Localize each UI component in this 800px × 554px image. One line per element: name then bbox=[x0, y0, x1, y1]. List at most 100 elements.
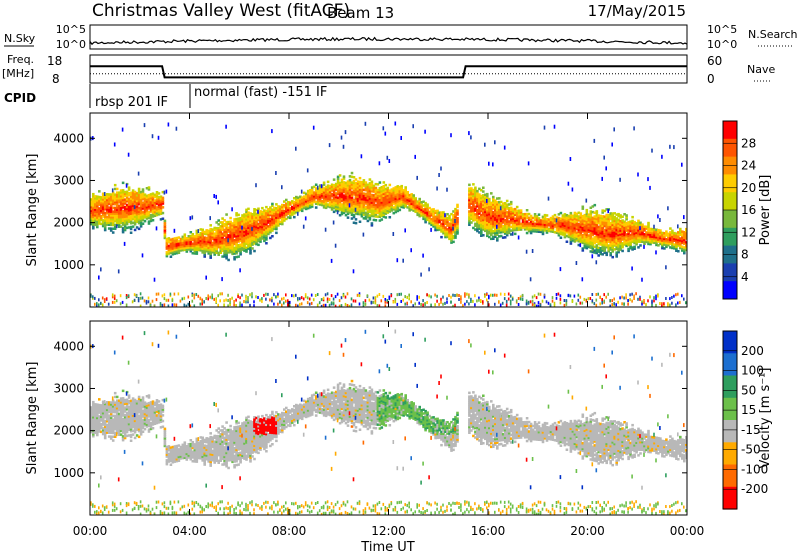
power-cell bbox=[125, 190, 129, 193]
power-cell bbox=[639, 236, 642, 240]
power-ground bbox=[486, 298, 488, 302]
power-cell bbox=[304, 194, 308, 197]
power-cell bbox=[135, 218, 139, 222]
velocity-cell bbox=[96, 416, 99, 420]
power-cell bbox=[601, 230, 604, 233]
power-cell bbox=[257, 230, 260, 233]
power-cell bbox=[281, 215, 284, 218]
power-scatter bbox=[452, 226, 454, 231]
power-cell bbox=[424, 203, 427, 207]
power-cell bbox=[135, 194, 139, 197]
power-cell bbox=[569, 229, 573, 232]
power-scatter bbox=[151, 134, 154, 139]
power-cell bbox=[235, 227, 238, 230]
power-scatter bbox=[115, 224, 118, 229]
power-cell bbox=[269, 227, 272, 230]
power-cell bbox=[412, 207, 415, 210]
power-cell bbox=[575, 225, 579, 229]
power-scatter bbox=[332, 220, 335, 225]
power-cell bbox=[527, 218, 531, 221]
power-scatter bbox=[412, 124, 414, 129]
power-cell bbox=[127, 197, 131, 201]
power-cell bbox=[221, 255, 224, 258]
power-cell bbox=[448, 224, 451, 227]
power-cell bbox=[595, 248, 599, 251]
power-cell bbox=[225, 257, 228, 260]
power-cell bbox=[629, 241, 632, 244]
power-cell bbox=[382, 194, 386, 197]
power-cell bbox=[478, 219, 481, 223]
velocity-cell bbox=[100, 430, 103, 434]
power-cell bbox=[490, 231, 493, 235]
power-cell bbox=[219, 238, 222, 241]
power-cell bbox=[579, 218, 583, 221]
power-cell bbox=[476, 208, 479, 212]
power-cell bbox=[159, 208, 163, 212]
power-ground bbox=[587, 297, 590, 301]
power-cell bbox=[440, 216, 443, 220]
power-ground bbox=[310, 293, 313, 297]
power-scatter bbox=[593, 138, 596, 143]
power-cell bbox=[468, 219, 471, 223]
power-cell bbox=[408, 207, 411, 210]
power-ground bbox=[155, 298, 158, 302]
power-cell bbox=[669, 231, 672, 234]
power-ground bbox=[535, 296, 538, 300]
power-cell bbox=[348, 184, 352, 188]
power-cell bbox=[482, 222, 485, 226]
power-cell bbox=[380, 201, 384, 204]
power-cell bbox=[386, 207, 390, 211]
power-cell bbox=[621, 236, 624, 239]
power-cell bbox=[492, 211, 495, 214]
power-ground bbox=[577, 298, 580, 302]
power-cell bbox=[452, 215, 455, 219]
power-cell bbox=[492, 229, 495, 233]
power-cell bbox=[521, 218, 525, 222]
power-scatter bbox=[511, 231, 514, 236]
power-cell bbox=[221, 243, 224, 247]
power-ground bbox=[631, 299, 633, 303]
power-cell bbox=[378, 211, 382, 215]
power-cell bbox=[474, 194, 477, 197]
power-cell bbox=[581, 205, 585, 208]
power-ground bbox=[111, 295, 114, 299]
power-cell bbox=[368, 216, 372, 219]
power-cell bbox=[328, 200, 332, 203]
power-cell bbox=[593, 230, 597, 233]
power-ground bbox=[197, 294, 200, 298]
power-cell bbox=[637, 219, 640, 223]
power-ground bbox=[259, 298, 261, 302]
power-cell bbox=[125, 211, 129, 214]
velocity-ground bbox=[90, 501, 92, 505]
power-cell bbox=[501, 206, 505, 209]
power-cell bbox=[426, 207, 429, 210]
power-cell bbox=[657, 244, 660, 247]
power-cell bbox=[498, 214, 501, 217]
power-cell bbox=[474, 216, 477, 220]
power-cell bbox=[308, 200, 312, 203]
power-cell bbox=[625, 242, 628, 246]
power-cell bbox=[444, 218, 447, 222]
power-cell bbox=[121, 204, 125, 207]
power-ground bbox=[255, 295, 257, 299]
power-cell bbox=[195, 244, 199, 248]
velocity-cell bbox=[92, 408, 95, 411]
power-cell bbox=[117, 216, 121, 219]
power-cell bbox=[149, 206, 153, 209]
power-cell bbox=[197, 241, 201, 244]
power-cell bbox=[498, 197, 501, 200]
power-cell bbox=[527, 224, 531, 227]
power-cell bbox=[621, 226, 624, 230]
velocity-cell bbox=[98, 426, 101, 429]
power-cell bbox=[579, 225, 583, 229]
power-cell bbox=[470, 221, 473, 224]
power-cell bbox=[338, 193, 342, 196]
power-cell bbox=[627, 221, 630, 224]
power-cell bbox=[217, 251, 220, 255]
power-cell bbox=[215, 236, 218, 239]
power-cell bbox=[157, 211, 161, 214]
power-cell bbox=[472, 194, 475, 197]
power-cell bbox=[583, 242, 587, 245]
power-cell bbox=[251, 224, 254, 227]
